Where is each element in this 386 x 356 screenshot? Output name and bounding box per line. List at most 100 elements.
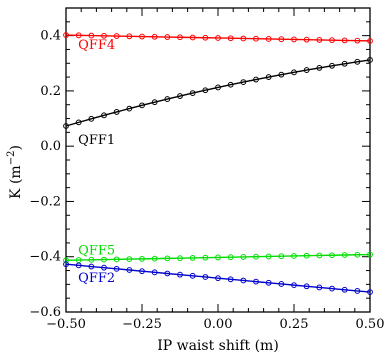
data-point-qff2 (63, 261, 69, 268)
data-point-qff1 (113, 109, 120, 115)
data-point-qff2 (278, 281, 285, 287)
x-axis-label: IP waist shift (m) (157, 338, 279, 354)
y-axis-label-main: K (m (8, 165, 24, 199)
data-point-qff1 (329, 62, 335, 69)
data-point-qff2 (253, 278, 259, 285)
y-tick-label: −0.4 (29, 250, 61, 265)
data-point-qff2 (177, 271, 183, 278)
y-tick-label: 0.2 (40, 84, 61, 99)
data-point-qff1 (367, 57, 373, 63)
data-point-qff2 (367, 289, 373, 296)
x-tick-label: −0.25 (122, 317, 162, 332)
data-point-qff1 (63, 123, 69, 129)
data-point-qff5 (189, 255, 196, 261)
data-point-qff4 (177, 34, 183, 41)
data-point-qff5 (329, 252, 335, 259)
x-tick-label: 0.25 (280, 317, 309, 332)
labels-group: QFF4 QFF1 QFF5 QFF2 (78, 38, 115, 286)
data-point-qff4 (189, 34, 196, 41)
data-point-qff2 (101, 264, 107, 271)
data-point-qff5 (126, 256, 133, 263)
data-point-qff5 (227, 254, 234, 261)
data-point-qff4 (63, 32, 69, 38)
data-point-qff5 (139, 255, 145, 262)
y-tick-label: −0.2 (29, 194, 61, 209)
data-point-qff4 (291, 36, 297, 43)
axes: −0.6 −0.4 −0.2 0.0 0.2 0.4 −0.50 −0.25 0.00 0.25 0… (29, 7, 385, 332)
data-point-qff4 (354, 37, 361, 44)
data-point-qff1 (189, 90, 196, 97)
data-point-qff2 (88, 263, 95, 270)
data-point-qff5 (354, 251, 361, 258)
y-axis-label: K (m−2) (6, 145, 24, 199)
data-point-qff4 (227, 35, 234, 42)
data-point-qff2 (303, 283, 310, 290)
series-line-qff4 (65, 34, 371, 42)
y-axis-label-sup: −2 (6, 151, 17, 166)
data-point-qff5 (278, 253, 285, 260)
data-point-qff4 (253, 35, 259, 42)
data-point-qff4 (240, 35, 247, 42)
data-point-qff2 (316, 284, 323, 291)
data-point-qff2 (202, 274, 209, 280)
data-point-qff1 (265, 74, 272, 80)
data-point-qff4 (164, 34, 171, 40)
data-point-qff5 (88, 256, 95, 263)
x-tick-label: 0.50 (356, 317, 385, 332)
series-label-qff5: QFF5 (78, 243, 115, 258)
data-point-qff5 (164, 255, 171, 262)
data-point-qff4 (75, 32, 82, 39)
data-point-qff1 (126, 105, 133, 112)
series-label-qff4: QFF4 (78, 38, 115, 53)
series-line-qff1 (65, 59, 371, 127)
data-point-qff4 (341, 37, 348, 44)
data-point-qff4 (265, 36, 272, 42)
data-point-qff4 (278, 36, 285, 43)
data-point-qff1 (227, 81, 234, 88)
data-point-qff5 (367, 251, 373, 258)
data-point-qff2 (291, 282, 297, 289)
data-point-qff1 (75, 119, 82, 126)
data-point-qff2 (227, 276, 234, 283)
series-label-qff2: QFF2 (78, 271, 115, 286)
data-point-qff1 (316, 64, 323, 71)
data-point-qff2 (354, 288, 361, 294)
data-point-qff4 (367, 37, 373, 44)
data-point-qff2 (139, 268, 145, 275)
data-point-qff1 (341, 60, 348, 67)
data-point-qff5 (253, 253, 259, 260)
data-point-qff2 (151, 269, 158, 276)
data-point-qff2 (265, 279, 272, 286)
y-axis-label-close: ) (8, 145, 24, 150)
data-point-qff4 (113, 33, 120, 39)
y-tick-label: −0.6 (29, 305, 61, 320)
series-line-qff5 (65, 253, 371, 262)
data-point-qff2 (341, 286, 348, 293)
data-point-qff4 (126, 33, 133, 40)
data-point-qff2 (189, 272, 196, 279)
data-point-qff5 (316, 252, 323, 259)
data-point-qff1 (215, 84, 221, 91)
data-point-qff4 (202, 34, 209, 41)
data-point-qff5 (202, 254, 209, 261)
series-label-qff1: QFF1 (78, 133, 115, 148)
data-point-qff2 (240, 277, 247, 284)
data-point-qff1 (88, 115, 95, 122)
data-point-qff2 (113, 265, 120, 272)
data-point-qff1 (139, 102, 145, 109)
data-point-qff4 (303, 36, 310, 43)
data-point-qff1 (354, 58, 361, 65)
data-point-qff1 (278, 71, 285, 78)
data-point-qff1 (151, 99, 158, 106)
data-point-qff1 (202, 87, 209, 94)
data-point-qff5 (63, 257, 69, 264)
data-point-qff1 (177, 93, 183, 99)
x-tick-label: 0.00 (204, 317, 233, 332)
data-point-qff2 (164, 270, 171, 277)
data-point-qff1 (291, 69, 297, 76)
data-point-qff5 (215, 254, 221, 261)
data-point-qff5 (151, 255, 158, 262)
data-point-qff4 (151, 33, 158, 40)
data-point-qff2 (215, 275, 221, 282)
